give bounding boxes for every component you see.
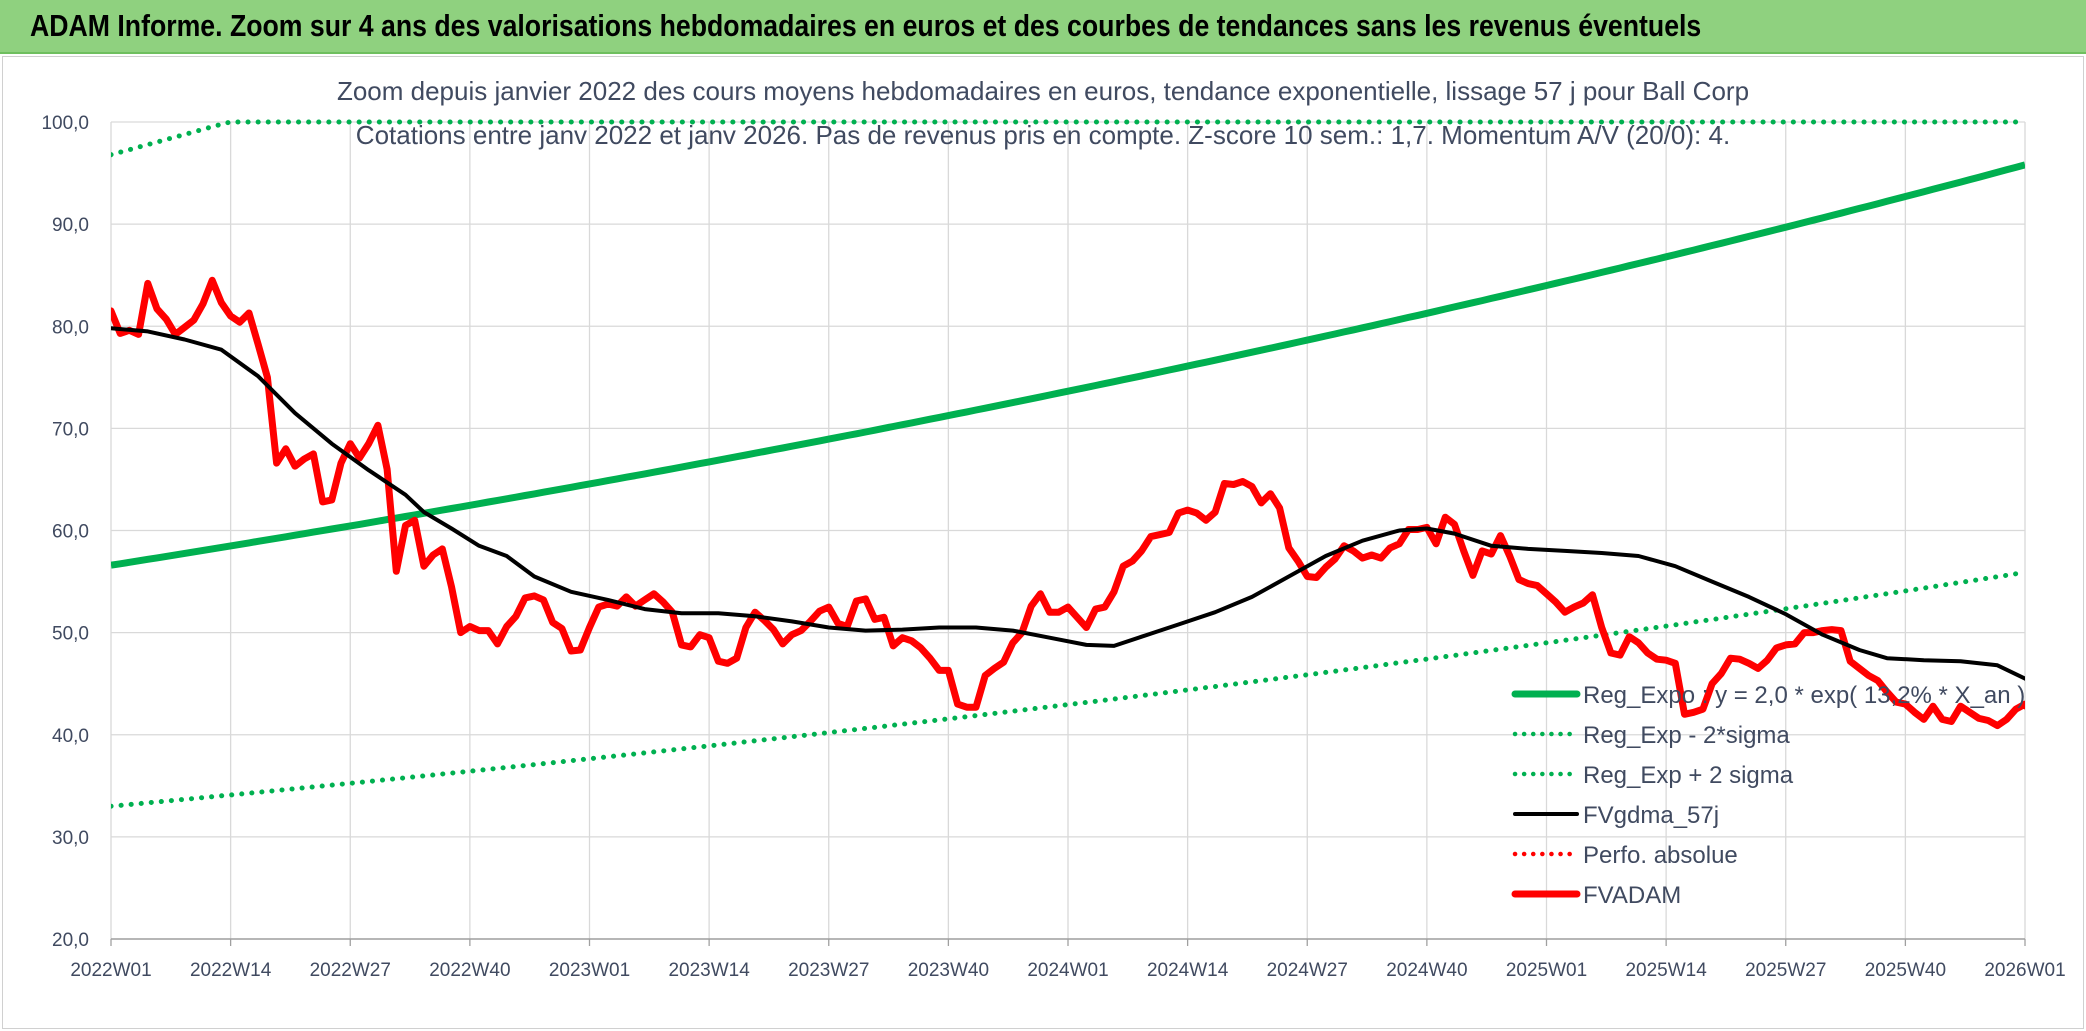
x-tick-label: 2024W14 [1147, 960, 1229, 981]
x-tick-label: 2022W01 [70, 960, 151, 981]
series-fvadam [111, 276, 2025, 730]
x-tick-label: 2024W01 [1027, 960, 1108, 981]
series [111, 119, 2025, 809]
y-tick-label: 50,0 [52, 624, 89, 645]
x-tick-label: 2022W27 [310, 960, 391, 981]
y-tick-label: 30,0 [52, 828, 89, 849]
x-tick-label: 2023W27 [788, 960, 869, 981]
report-banner: ADAM Informe. Zoom sur 4 ans des valoris… [0, 0, 2086, 54]
x-tick-label: 2024W40 [1386, 960, 1467, 981]
x-tick-label: 2022W14 [190, 960, 272, 981]
x-tick-label: 2023W14 [668, 960, 750, 981]
legend-label: FVADAM [1583, 882, 1681, 909]
y-tick-label: 80,0 [52, 317, 89, 338]
y-tick-label: 40,0 [52, 726, 89, 747]
x-tick-label: 2024W27 [1267, 960, 1348, 981]
x-tick-label: 2026W01 [1984, 960, 2065, 981]
y-tick-label: 60,0 [52, 522, 89, 543]
legend: Reg_Expo : y = 2,0 * exp( 13,2% * X_an )… [1511, 682, 2025, 909]
y-tick-label: 100,0 [41, 113, 89, 134]
line-chart: 20,0 30,0 40,0 50,0 60,0 70,0 80,0 90,0 100,0 202… [41, 76, 2065, 981]
y-tick-label: 20,0 [52, 930, 89, 951]
x-tick-label: 2025W01 [1506, 960, 1587, 981]
series-fvgdma-57j [111, 326, 2025, 681]
legend-label: Reg_Exp + 2 sigma [1583, 762, 1794, 789]
legend-label: Reg_Exp - 2*sigma [1583, 722, 1790, 749]
x-tick-label: 2022W40 [429, 960, 510, 981]
chart-subtitle: Cotations entre janv 2022 et janv 2026. … [356, 120, 1730, 150]
y-tick-label: 90,0 [52, 215, 89, 236]
x-tick-label: 2023W01 [549, 960, 630, 981]
y-tick-label: 70,0 [52, 419, 89, 440]
legend-label: Perfo. absolue [1583, 842, 1738, 869]
report-title: ADAM Informe. Zoom sur 4 ans des valoris… [30, 8, 1702, 43]
x-tick-label: 2023W40 [908, 960, 989, 981]
x-tick-label: 2025W40 [1865, 960, 1946, 981]
grid-lines [110, 121, 2026, 940]
series-reg-expo [111, 161, 2025, 569]
series-reg-exp-minus-2sigma [111, 569, 2025, 809]
series-reg-exp-plus-2sigma [111, 119, 2025, 158]
chart-frame: 20,0 30,0 40,0 50,0 60,0 70,0 80,0 90,0 100,0 202… [2, 56, 2084, 1029]
x-tick-label: 2025W27 [1745, 960, 1826, 981]
axes: 20,0 30,0 40,0 50,0 60,0 70,0 80,0 90,0 100,0 202… [41, 113, 2065, 981]
legend-label: Reg_Expo : y = 2,0 * exp( 13,2% * X_an ) [1583, 682, 2025, 709]
chart-title: Zoom depuis janvier 2022 des cours moyen… [337, 76, 1749, 106]
x-tick-label: 2025W14 [1625, 960, 1707, 981]
legend-label: FVgdma_57j [1583, 802, 1719, 829]
